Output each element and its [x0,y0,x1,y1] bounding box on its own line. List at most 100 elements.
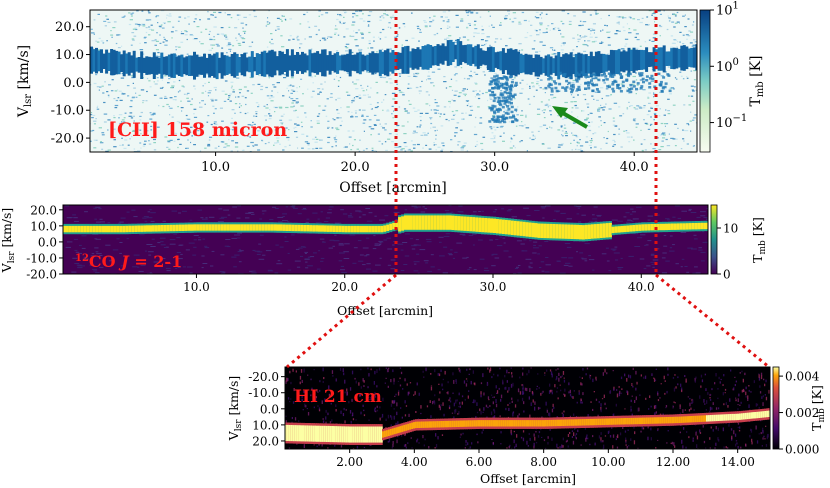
cii-noise-speck [228,135,232,137]
cii-noise-speck [448,86,452,88]
cii-feature-cell [500,99,503,103]
cii-noise-speck [493,141,496,143]
hi-noise-speck [423,376,425,378]
cii-noise-speck [274,106,278,109]
co-noise-speck [413,244,419,246]
cii-noise-speck [403,142,407,144]
cii-noise-speck [685,130,689,132]
hi-noise-speck [586,367,589,370]
co-emission-core [152,225,156,232]
hi-noise-speck [504,374,506,378]
hi-noise-speck [613,413,615,417]
cii-noise-speck [392,117,394,119]
cii-noise-speck [361,33,364,35]
cii-noise-speck [603,137,605,139]
cii-noise-speck [590,147,592,149]
cii-noise-speck [180,100,182,102]
co-emission-core [63,225,67,233]
co-noise-speck [542,217,545,219]
cii-noise-speck [337,13,339,16]
cii-noise-speck [579,139,581,141]
cii-emission-cell [657,47,661,71]
cii-noise-speck [256,134,259,136]
cii-noise-speck [591,121,593,123]
hi-noise-speck [376,369,378,373]
hi-noise-speck [645,397,647,400]
cii-noise-speck [650,123,653,125]
co-noise-speck [304,258,310,260]
co-noise-speck [545,205,551,207]
co-noise-speck [192,254,197,256]
co-emission-core [125,225,129,233]
cii-emission-cell [534,54,538,77]
cii-noise-speck [396,35,399,37]
cii-noise-speck [269,41,271,43]
co-noise-speck [312,212,318,214]
hi-noise-speck [741,389,743,393]
cii-noise-speck [318,29,320,31]
cii-noise-speck [122,93,126,95]
cii-noise-speck [134,27,137,29]
cii-noise-speck [246,145,250,147]
cii-feature-cell [510,80,514,84]
cii-noise-speck [683,140,685,142]
cii-noise-speck [326,37,328,39]
co-emission-core [238,224,242,231]
co-noise-speck [91,253,95,255]
cii-noise-speck [460,20,464,22]
co-emission-core [104,225,108,233]
cii-noise-speck [167,140,170,142]
cii-noise-speck [217,127,221,129]
cii-noise-speck [612,124,616,126]
cii-noise-speck [648,10,652,12]
cii-noise-speck [350,149,353,151]
cii-noise-speck [650,80,654,82]
co-noise-speck [454,251,458,253]
cii-noise-speck [293,110,296,112]
cii-emission-cell [464,44,468,64]
hi-noise-speck [317,405,319,407]
cii-noise-speck [368,42,371,45]
cii-noise-speck [370,128,375,130]
cii-colorbar-label: Tmb [K] [748,55,766,106]
cii-noise-speck [411,12,413,14]
hi-noise-speck [316,389,318,392]
cii-noise-speck [459,129,463,131]
cii-noise-speck [543,109,546,111]
cii-emission-cell [690,47,694,68]
cii-noise-speck [160,26,162,28]
hi-noise-speck [522,388,524,392]
cii-noise-speck [182,86,185,88]
cii-feature-cell [570,84,573,87]
cii-noise-speck [167,21,171,23]
cii-noise-speck [500,38,502,40]
cii-noise-speck [367,85,369,87]
cii-noise-speck [608,84,611,86]
cii-noise-speck [366,71,369,73]
cii-noise-speck [487,99,489,102]
hi-noise-speck [748,389,750,392]
cii-noise-speck [663,10,665,12]
cii-noise-speck [410,150,413,152]
cii-noise-speck [593,32,595,34]
cii-noise-speck [580,150,583,152]
cii-feature-cell [648,82,652,85]
cii-y-tick-label: -10.0 [51,104,84,119]
hi-noise-speck [635,387,637,391]
hi-noise-speck [310,378,312,381]
cii-noise-speck [339,14,342,16]
cii-feature-cell [491,86,494,90]
cii-noise-speck [469,76,473,78]
co-noise-speck [99,255,103,256]
cii-noise-speck [531,82,534,84]
hi-noise-speck [532,399,534,403]
cii-noise-speck [361,115,364,117]
cii-feature-cell [648,77,652,80]
cii-feature-cell [514,81,518,85]
hi-noise-speck [360,368,362,371]
co-emission-core [383,225,387,232]
cii-noise-speck [199,150,202,152]
co-emission-core [543,223,547,239]
co-noise-speck [632,211,636,213]
